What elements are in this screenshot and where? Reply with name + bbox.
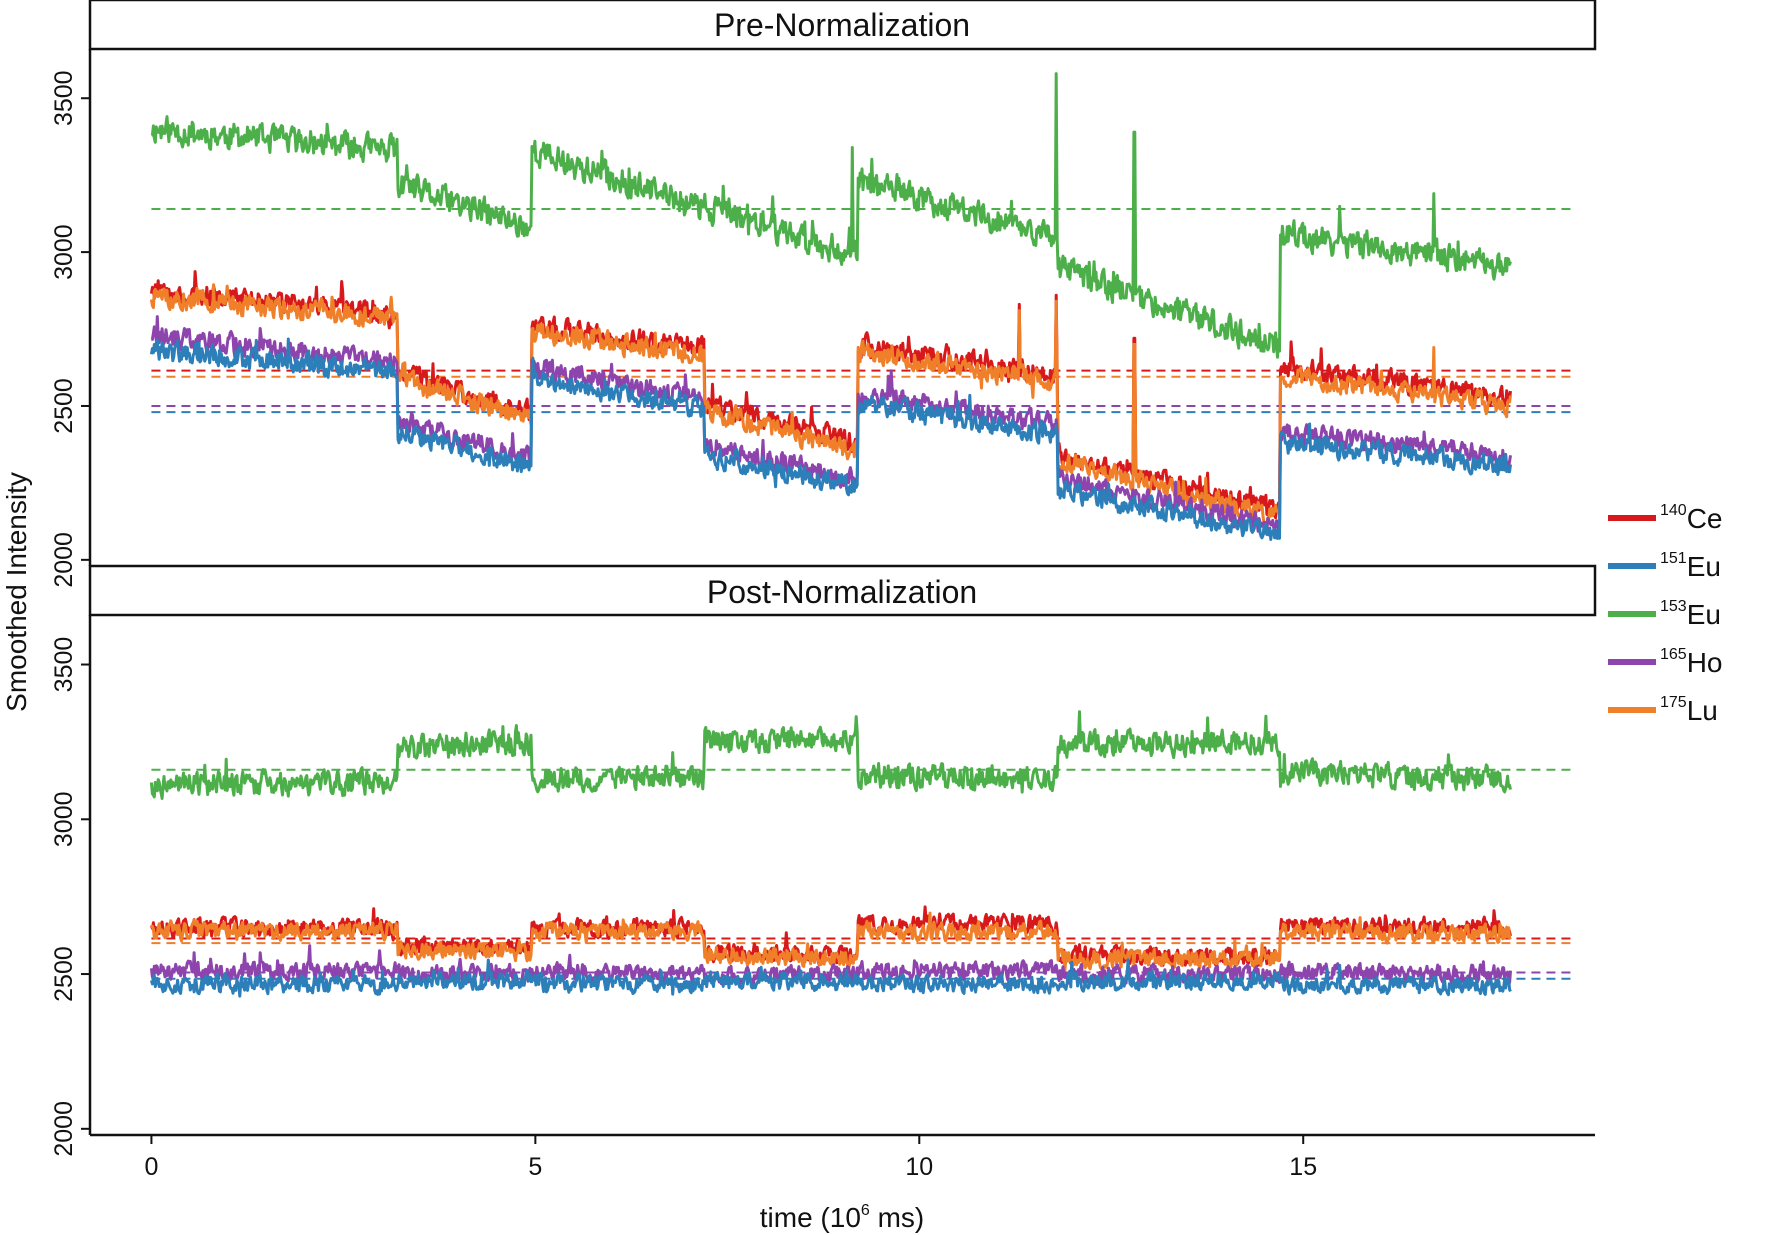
legend-label: 165Ho: [1660, 646, 1723, 678]
x-axis-title: time (106 ms): [760, 1202, 925, 1233]
legend-item-eu151: 151Eu: [1608, 550, 1721, 582]
legend-label-sup: 140: [1660, 502, 1687, 519]
panel-title: Pre-Normalization: [714, 7, 970, 43]
series-line-lu175: [150, 911, 1512, 972]
strip-background: [88, 0, 1597, 51]
legend-item-lu175: 175Lu: [1608, 694, 1718, 726]
x-axis-title-tail: ms): [870, 1202, 924, 1233]
series-line-ho165: [150, 315, 1512, 534]
y-tick-label: 2500: [50, 378, 78, 434]
legend-label-sup: 165: [1660, 646, 1687, 663]
plot-area: [149, 72, 1572, 541]
series-line-ce140: [149, 270, 1512, 520]
legend-label: 151Eu: [1660, 550, 1721, 582]
legend-label-sup: 153: [1660, 598, 1687, 615]
series-line-eu151: [149, 958, 1512, 998]
x-axis-ticks: 0 5 10 15: [144, 1135, 1317, 1181]
x-tick-label: 15: [1289, 1153, 1317, 1181]
legend-label-name: Ho: [1687, 647, 1723, 678]
legend-label-name: Lu: [1687, 695, 1718, 726]
y-tick-label: 2000: [50, 1101, 78, 1157]
y-tick-label: 3500: [50, 637, 78, 693]
panel-pre-normalization: Pre-Normalization: [88, 0, 1597, 541]
plot-area: [149, 710, 1572, 998]
legend-item-ce140: 140Ce: [1608, 502, 1723, 534]
panel-post-normalization: Post-Normalization: [88, 564, 1597, 998]
y-tick-label: 3500: [50, 70, 78, 126]
legend-label-sup: 151: [1660, 550, 1687, 567]
legend-label: 140Ce: [1660, 502, 1723, 534]
series-line-ho165: [149, 944, 1512, 988]
y-tick-label: 3000: [50, 224, 78, 280]
y-tick-label: 2000: [50, 532, 78, 588]
strip-background: [88, 564, 1597, 617]
legend-label-sup: 175: [1660, 694, 1687, 711]
y-axis-ticks: 2000 2500 3000 3500 2000 2500 3000 3500: [50, 70, 90, 1157]
x-axis-title-sup: 6: [861, 1202, 870, 1219]
legend-item-ho165: 165Ho: [1608, 646, 1723, 678]
series-line-eu153: [149, 710, 1512, 800]
x-tick-label: 0: [144, 1153, 158, 1181]
legend-label: 153Eu: [1660, 598, 1721, 630]
legend-label: 175Lu: [1660, 694, 1718, 726]
x-axis-title-main: time (10: [760, 1202, 861, 1233]
series-line-lu175: [149, 283, 1512, 527]
series-line-eu151: [149, 337, 1512, 541]
y-tick-label: 3000: [50, 791, 78, 847]
series-line-eu153: [150, 72, 1512, 359]
x-tick-label: 5: [528, 1153, 542, 1181]
legend-label-name: Eu: [1687, 599, 1721, 630]
y-axis-title: Smoothed Intensity: [1, 472, 32, 712]
legend-label-name: Ce: [1687, 503, 1723, 534]
legend-item-eu153: 153Eu: [1608, 598, 1721, 630]
y-tick-label: 2500: [50, 946, 78, 1002]
legend-label-name: Eu: [1687, 551, 1721, 582]
x-tick-label: 10: [905, 1153, 933, 1181]
panel-title: Post-Normalization: [707, 574, 977, 610]
